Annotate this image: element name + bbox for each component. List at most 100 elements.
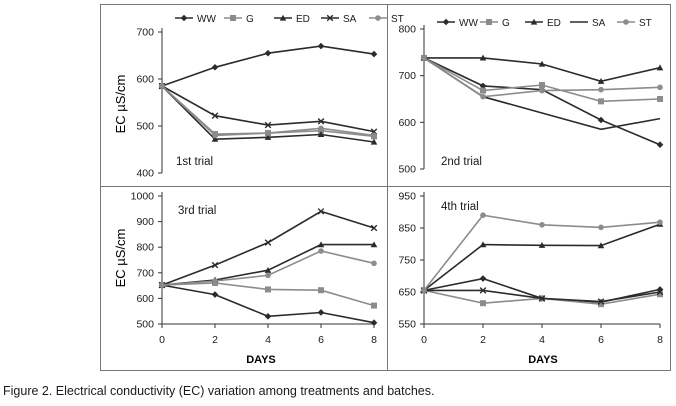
point-WW — [656, 141, 664, 149]
point-ST — [421, 55, 427, 61]
y-tick-label: 550 — [398, 319, 416, 331]
series-line-ED — [161, 243, 374, 286]
point-G — [598, 301, 604, 308]
point-ED — [211, 135, 219, 142]
point-ST — [371, 260, 377, 267]
series-SA — [423, 57, 661, 131]
point-ST — [657, 84, 663, 91]
x-tick-label: 4 — [265, 334, 271, 346]
legend-marker — [530, 18, 538, 25]
x-axis-title-left: DAYS — [246, 354, 276, 366]
series-ST — [159, 83, 377, 139]
y-tick-label: 600 — [398, 117, 416, 129]
point-ST — [371, 132, 377, 139]
point-WW — [597, 116, 605, 124]
y-tick-label: 900 — [136, 216, 154, 228]
point-SA — [370, 224, 378, 232]
point-SA — [597, 298, 605, 305]
legend-item-WW: WW — [437, 18, 478, 29]
point-ST — [421, 287, 427, 294]
point-ED — [538, 60, 546, 67]
point-ST — [598, 86, 604, 93]
point-ST — [265, 272, 271, 279]
point-G — [539, 82, 545, 88]
point-ED — [264, 133, 272, 140]
series-line-G — [161, 85, 375, 138]
point-ST — [539, 222, 545, 228]
point-WW — [479, 275, 487, 282]
panel-title: 4th trial — [441, 201, 479, 213]
series-ST — [421, 212, 663, 294]
legend-label: G — [502, 18, 510, 29]
series-ST — [421, 55, 663, 100]
y-tick-label: 750 — [398, 255, 416, 267]
point-ST — [480, 93, 486, 100]
legend-item-SA: SA — [570, 18, 606, 29]
point-ST — [318, 125, 324, 132]
legend-item-ED: ED — [274, 14, 310, 25]
legend-item-WW: WW — [175, 14, 216, 25]
legend-marker — [375, 15, 381, 21]
legend-item-ED: ED — [525, 18, 561, 29]
point-SA — [211, 261, 219, 269]
y-tick-label: 850 — [398, 223, 416, 235]
series-WW — [158, 42, 378, 90]
series-SA — [158, 82, 378, 135]
series-WW — [158, 281, 378, 327]
y-tick-label: 500 — [136, 121, 154, 133]
legend-label: ED — [296, 14, 310, 25]
point-ST — [657, 219, 663, 226]
point-ED — [597, 77, 605, 84]
y-tick-label: 800 — [136, 242, 154, 254]
point-WW — [479, 82, 487, 90]
point-G — [480, 300, 486, 307]
series-line-SA — [423, 57, 661, 131]
x-tick-label: 6 — [598, 334, 604, 346]
y-tick-label: 700 — [398, 70, 416, 82]
y-tick-label: 650 — [398, 287, 416, 299]
legend-label: ST — [391, 14, 404, 25]
point-G — [657, 291, 663, 298]
x-tick-label: 0 — [159, 334, 165, 346]
y-tick-label: 700 — [136, 267, 154, 279]
legend-label: SA — [343, 14, 357, 25]
panel-1: 400 500 600 700 1st trial WW G ED SA ST — [136, 14, 403, 180]
point-WW — [656, 286, 664, 293]
y-tick-label: 800 — [398, 24, 416, 36]
y-tick-label: 500 — [398, 164, 416, 176]
point-ST — [598, 224, 604, 231]
legend-item-ST: ST — [369, 14, 404, 25]
point-ST — [159, 83, 165, 89]
point-SA — [479, 287, 487, 294]
point-G — [657, 96, 663, 102]
point-G — [265, 286, 271, 293]
point-G — [371, 302, 377, 309]
point-ST — [539, 87, 545, 94]
point-ST — [212, 132, 218, 139]
point-ST — [159, 282, 165, 288]
point-SA — [317, 208, 325, 215]
point-WW — [211, 291, 219, 298]
x-tick-label: 6 — [318, 334, 324, 346]
legend-marker — [180, 14, 188, 22]
panel-title: 2nd trial — [441, 156, 482, 168]
point-ED — [479, 241, 487, 248]
point-SA — [264, 121, 272, 129]
legend-label: G — [246, 14, 254, 25]
legend-label: WW — [197, 14, 216, 25]
series-line-ED — [423, 223, 661, 292]
legend-marker — [623, 19, 629, 25]
point-WW — [264, 313, 272, 320]
point-SA — [264, 239, 272, 246]
point-ED — [264, 266, 272, 273]
point-ED — [538, 241, 546, 248]
point-SA — [211, 112, 219, 119]
series-G — [159, 280, 377, 309]
legend-marker — [442, 18, 450, 26]
y-tick-label: 1000 — [131, 191, 155, 203]
x-tick-label: 2 — [480, 334, 486, 346]
series-ED — [420, 220, 664, 293]
point-ED — [479, 54, 487, 61]
